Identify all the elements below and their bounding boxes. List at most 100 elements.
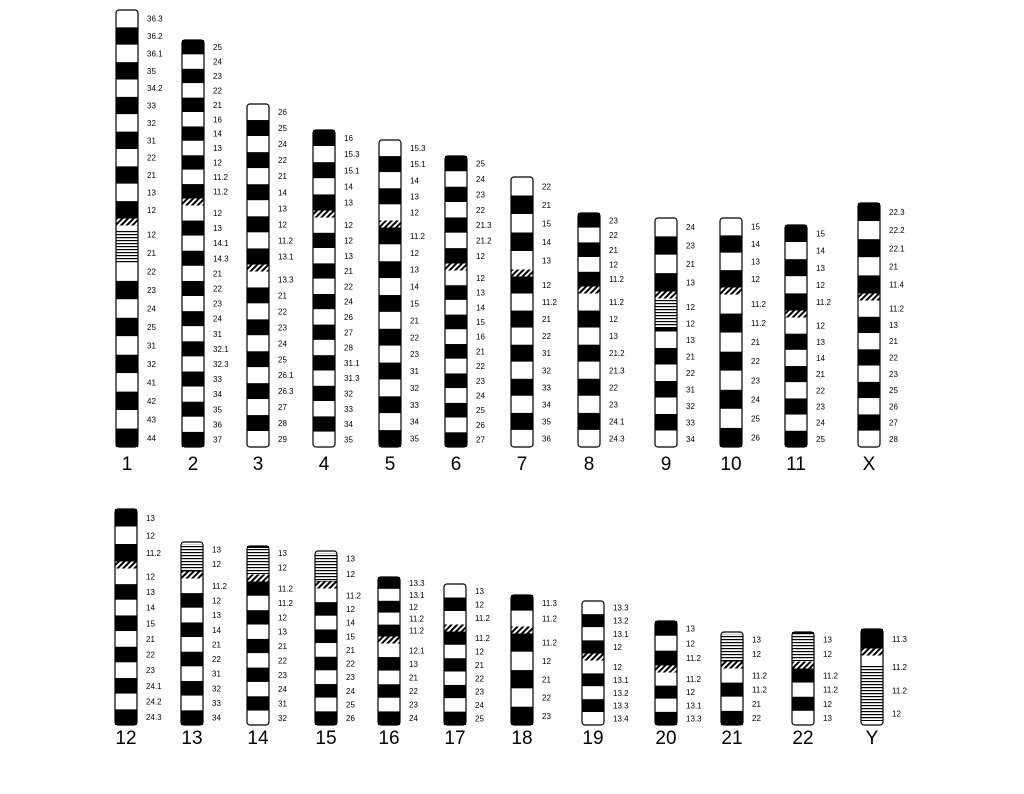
band [247, 399, 269, 416]
band [182, 371, 204, 387]
band-label: 31 [278, 699, 287, 708]
band-label: 22 [409, 687, 418, 696]
band [379, 188, 401, 205]
band [655, 236, 677, 255]
band [655, 635, 677, 651]
chromosome-label: 18 [511, 728, 532, 749]
band-label: 21.2 [609, 349, 625, 358]
band [582, 614, 604, 628]
band-label: 15 [751, 223, 760, 232]
band [247, 624, 269, 639]
band [511, 670, 533, 689]
band-label: 36.3 [147, 15, 163, 24]
band-label: 28 [344, 344, 353, 353]
band-label: 21 [213, 269, 222, 278]
band [378, 612, 400, 625]
band-label: 13 [278, 628, 287, 637]
band-label: 13.3 [613, 702, 629, 711]
band-label: 36.1 [147, 49, 163, 58]
band-label: 13 [823, 635, 832, 644]
band-label: 13.3 [409, 579, 425, 588]
centromere [858, 293, 880, 301]
band [785, 225, 807, 243]
band-label: 14 [410, 176, 419, 185]
band [182, 205, 204, 221]
band [511, 327, 533, 345]
band-label: 13.1 [613, 630, 629, 639]
band-label: 22 [213, 285, 222, 294]
band [378, 588, 400, 601]
band-label: 21 [751, 338, 760, 347]
band-label: 25 [147, 323, 156, 332]
band-label: 11.2 [816, 298, 832, 307]
band [445, 402, 467, 418]
band [115, 615, 137, 632]
band [720, 218, 742, 236]
chromosome-label: 11 [786, 454, 806, 475]
band-label: 25 [346, 701, 355, 710]
satellite-stalk [721, 634, 743, 661]
band [181, 622, 203, 638]
band [116, 354, 138, 374]
band-label: 13 [410, 192, 419, 201]
band [247, 681, 269, 697]
band [315, 643, 337, 657]
band [247, 184, 269, 201]
band-label: 35 [542, 417, 551, 426]
band [858, 414, 880, 431]
band [655, 621, 677, 636]
band [313, 401, 335, 417]
band [511, 610, 533, 627]
band [511, 293, 533, 311]
band-label: 26 [751, 433, 760, 442]
band-label: 21 [278, 642, 287, 651]
band [582, 640, 604, 654]
chromosome-label: 7 [517, 454, 528, 475]
band [116, 317, 138, 337]
band [511, 412, 533, 430]
band [315, 684, 337, 698]
band-label: 15.3 [344, 150, 360, 159]
band [511, 395, 533, 413]
band-label: 36 [213, 420, 222, 429]
chromosome-label: 15 [315, 728, 336, 749]
band-label: 12 [346, 605, 355, 614]
centromere [247, 574, 269, 582]
band [578, 257, 600, 272]
band [858, 221, 880, 240]
band [511, 633, 533, 652]
band [379, 328, 401, 346]
band-label: 12 [146, 531, 155, 540]
band [182, 155, 204, 170]
band-label: 32 [686, 402, 695, 411]
band [655, 430, 677, 447]
band-label: 22 [542, 694, 551, 703]
band [247, 200, 269, 217]
band [511, 595, 533, 611]
band [655, 331, 677, 348]
band-label: 32 [542, 366, 551, 375]
band [182, 341, 204, 357]
band-label: 24.3 [609, 434, 625, 443]
band-label: 33 [686, 418, 695, 427]
band-label: 12 [476, 252, 485, 261]
band-label: 24 [476, 175, 485, 184]
band [785, 276, 807, 294]
band-label: 22 [686, 369, 695, 378]
band [313, 339, 335, 356]
band [445, 217, 467, 233]
band [115, 584, 137, 600]
band [247, 271, 269, 288]
band [247, 431, 269, 447]
band-label: 33 [542, 383, 551, 392]
band [116, 149, 138, 167]
band-label: 13 [476, 289, 485, 298]
band-label: 31 [410, 367, 419, 376]
band [379, 227, 401, 245]
centromere [313, 210, 335, 218]
band-label: 25 [889, 386, 898, 395]
band-label: 22 [346, 660, 355, 669]
band-label: 32.1 [213, 345, 229, 354]
centromere [116, 218, 138, 226]
band [116, 262, 138, 281]
